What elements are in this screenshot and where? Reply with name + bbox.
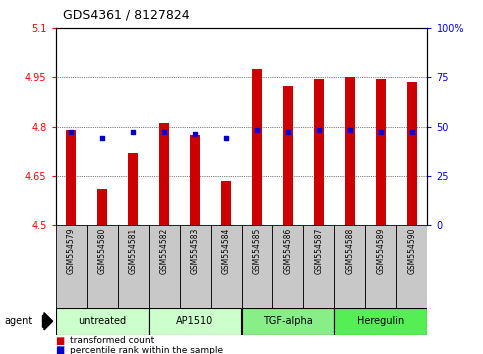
Text: GSM554586: GSM554586 <box>284 227 293 274</box>
Bar <box>407 82 417 225</box>
Point <box>408 130 416 135</box>
Point <box>315 128 323 133</box>
Bar <box>376 79 386 225</box>
Text: untreated: untreated <box>78 316 126 326</box>
Bar <box>283 86 293 225</box>
Point <box>98 136 106 141</box>
Text: GSM554580: GSM554580 <box>98 227 107 274</box>
Point <box>160 130 168 135</box>
Text: TGF-alpha: TGF-alpha <box>263 316 313 326</box>
Point <box>346 128 354 133</box>
Bar <box>190 135 200 225</box>
Bar <box>334 308 427 335</box>
Text: GSM554587: GSM554587 <box>314 227 324 274</box>
Text: agent: agent <box>5 316 33 326</box>
Bar <box>158 123 170 225</box>
Text: GSM554582: GSM554582 <box>159 227 169 274</box>
Text: GSM554589: GSM554589 <box>376 227 385 274</box>
Point <box>377 130 385 135</box>
Text: transformed count: transformed count <box>70 336 154 345</box>
Bar <box>242 308 334 335</box>
Point <box>191 132 199 137</box>
FancyArrow shape <box>43 313 53 330</box>
Text: GDS4361 / 8127824: GDS4361 / 8127824 <box>63 9 189 22</box>
Bar <box>303 225 334 308</box>
Point <box>129 130 137 135</box>
Bar <box>180 225 211 308</box>
Text: AP1510: AP1510 <box>176 316 213 326</box>
Text: GSM554590: GSM554590 <box>408 227 416 274</box>
Bar <box>86 225 117 308</box>
Bar <box>334 225 366 308</box>
Bar <box>117 225 149 308</box>
Bar <box>344 78 355 225</box>
Text: GSM554581: GSM554581 <box>128 227 138 274</box>
Bar <box>211 225 242 308</box>
Bar <box>242 225 272 308</box>
Bar <box>128 153 139 225</box>
Bar <box>252 69 262 225</box>
Point <box>284 130 292 135</box>
Bar <box>366 225 397 308</box>
Text: GSM554584: GSM554584 <box>222 227 230 274</box>
Text: percentile rank within the sample: percentile rank within the sample <box>70 346 223 354</box>
Text: GSM554585: GSM554585 <box>253 227 261 274</box>
Text: Heregulin: Heregulin <box>357 316 405 326</box>
Text: GSM554579: GSM554579 <box>67 227 75 274</box>
Bar <box>149 225 180 308</box>
Text: GSM554583: GSM554583 <box>190 227 199 274</box>
Bar <box>56 225 86 308</box>
Bar <box>56 308 149 335</box>
Bar <box>149 308 242 335</box>
Bar <box>97 189 107 225</box>
Bar <box>66 130 76 225</box>
Text: ■: ■ <box>56 346 65 354</box>
Text: GSM554588: GSM554588 <box>345 227 355 274</box>
Bar <box>313 79 325 225</box>
Point <box>253 128 261 133</box>
Text: ■: ■ <box>56 336 65 346</box>
Bar <box>221 181 231 225</box>
Bar <box>272 225 303 308</box>
Point <box>67 130 75 135</box>
Bar <box>397 225 427 308</box>
Point <box>222 136 230 141</box>
